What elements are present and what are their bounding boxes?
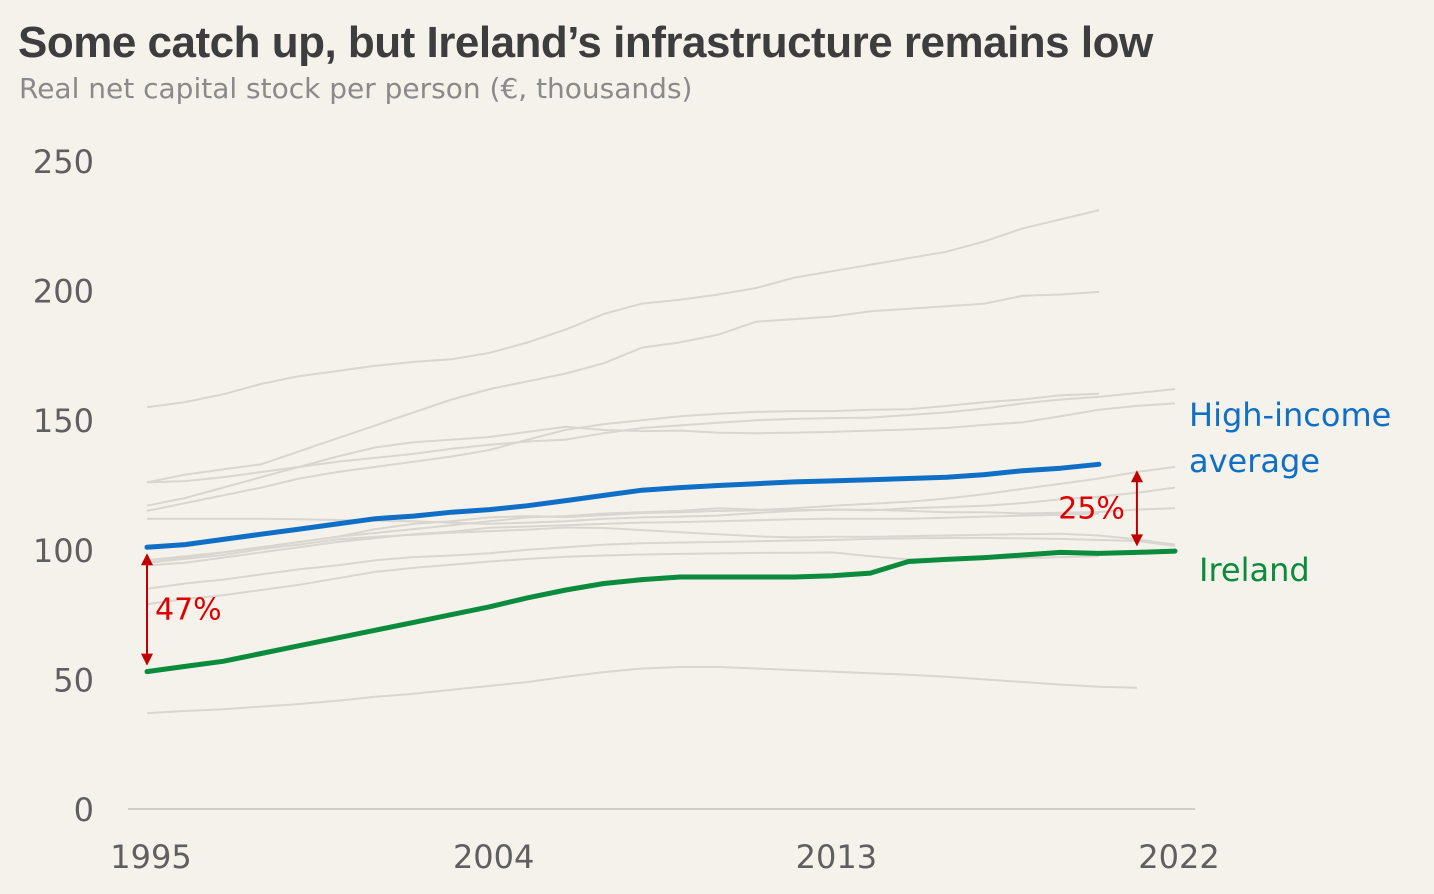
x-tick-label: 2004 — [453, 838, 534, 876]
highlight-series-group — [144, 461, 1178, 675]
chart-subtitle: Real net capital stock per person (€, th… — [19, 72, 693, 105]
background-series-line — [146, 512, 1099, 567]
background-series-line — [146, 388, 1176, 484]
background-series-line — [146, 402, 1176, 507]
y-tick-label: 200 — [33, 273, 94, 311]
y-tick-label: 100 — [33, 532, 94, 570]
gap-annotation-arrow — [141, 553, 153, 666]
series-label-high-income-line2: average — [1189, 442, 1320, 480]
gap-annotation-arrow — [1130, 470, 1143, 547]
x-tick-label: 2013 — [796, 838, 877, 876]
background-series-line — [146, 209, 1100, 409]
x-axis-ticks: 1995 2004 2013 2022 — [110, 838, 1219, 876]
y-tick-label: 0 — [74, 791, 94, 829]
y-tick-label: 250 — [33, 143, 94, 181]
y-axis-ticks: 0 50 100 150 200 250 — [33, 143, 94, 829]
background-series-line — [146, 290, 1099, 484]
series-line-ireland — [144, 548, 1178, 675]
y-tick-label: 150 — [33, 402, 94, 440]
series-label-ireland: Ireland — [1199, 551, 1310, 589]
background-series-line — [146, 392, 1099, 512]
series-line-high-income-average — [144, 461, 1102, 550]
chart-title: Some catch up, but Ireland’s infrastruct… — [18, 18, 1153, 67]
background-series-line — [146, 526, 1176, 564]
background-series-line — [146, 507, 1176, 562]
background-series-line — [146, 666, 1137, 715]
x-tick-label: 2022 — [1138, 838, 1219, 876]
gap-annotation-label: 25% — [1058, 491, 1125, 526]
gap-annotation-label: 47% — [155, 592, 222, 627]
background-series-line — [147, 486, 1176, 525]
background-series-line — [146, 536, 1176, 590]
series-label-high-income-line1: High-income — [1189, 396, 1391, 434]
y-tick-label: 50 — [53, 661, 94, 699]
x-tick-label: 1995 — [110, 838, 191, 876]
annotations-group: 47% 25% — [141, 470, 1143, 666]
background-series-group — [146, 209, 1176, 715]
